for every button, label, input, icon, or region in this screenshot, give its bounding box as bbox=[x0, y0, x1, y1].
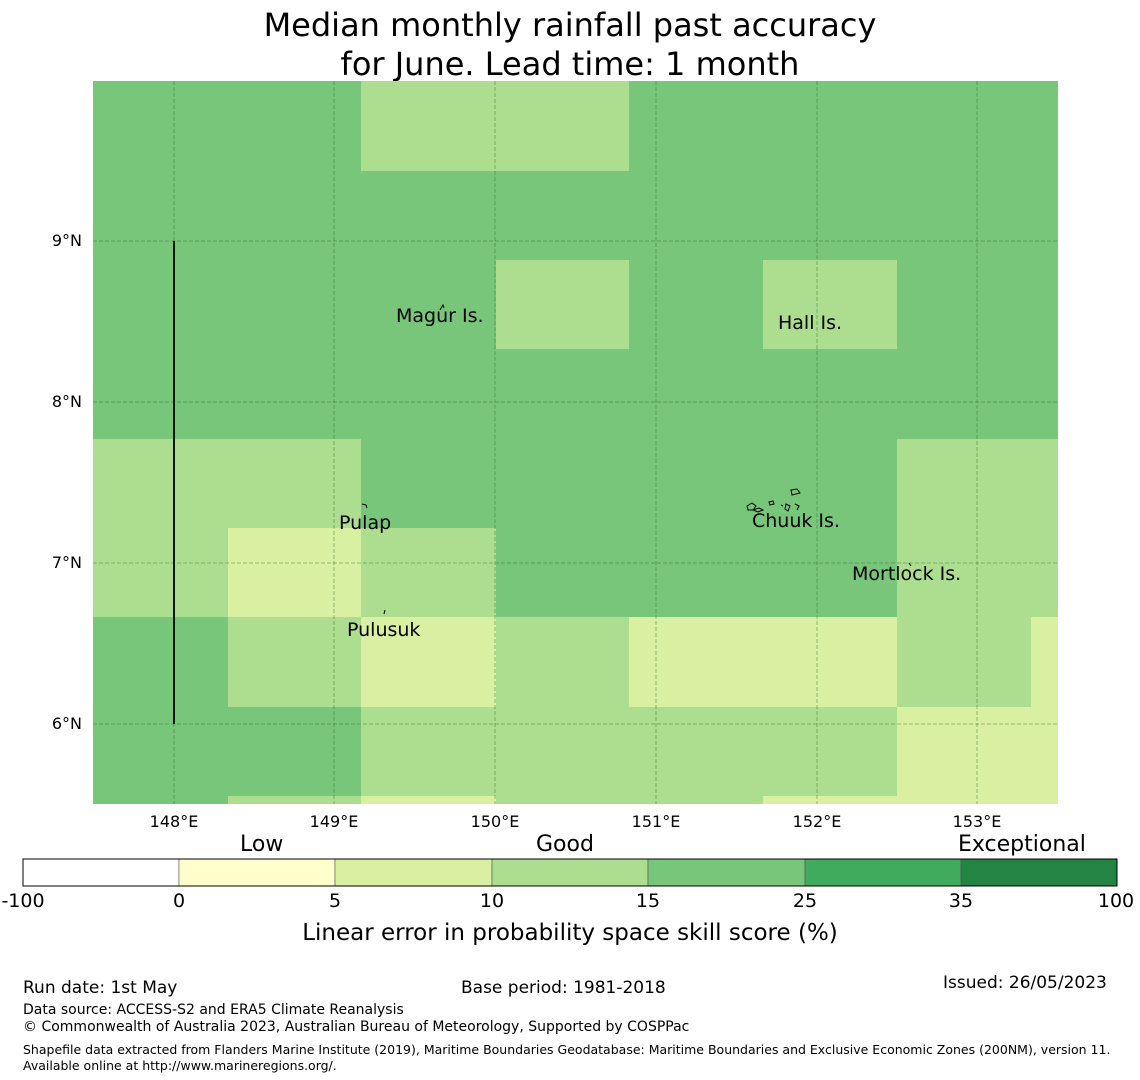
shapefile-credit: Shapefile data extracted from Flanders M… bbox=[23, 1042, 1133, 1074]
map-cell bbox=[763, 260, 897, 349]
place-label-pulusuk: Pulusuk bbox=[347, 619, 420, 641]
issued-date: Issued: 26/05/2023 bbox=[943, 973, 1107, 993]
map-cell bbox=[228, 617, 361, 707]
colorbar-swatch-1 bbox=[23, 859, 179, 886]
skill-map bbox=[0, 0, 1140, 820]
x-tick-150e: 150°E bbox=[450, 812, 540, 831]
legend-category-exceptional: Exceptional bbox=[958, 832, 1086, 857]
y-tick-7n: 7°N bbox=[22, 553, 82, 572]
map-cell bbox=[496, 617, 629, 707]
place-label-pulap: Pulap bbox=[339, 512, 391, 534]
y-tick-8n: 8°N bbox=[22, 392, 82, 411]
map-cell bbox=[496, 260, 629, 349]
colorbar-tick-5: 25 bbox=[765, 890, 845, 912]
place-label-magur: Magur Is. bbox=[396, 305, 484, 327]
x-tick-152e: 152°E bbox=[772, 812, 862, 831]
map-cell bbox=[228, 528, 361, 617]
map-cell bbox=[228, 796, 361, 804]
x-tick-149e: 149°E bbox=[289, 812, 379, 831]
map-cell bbox=[763, 796, 897, 804]
colorbar-tick-7: 100 bbox=[1076, 890, 1140, 912]
map-cell bbox=[361, 796, 496, 804]
x-tick-151e: 151°E bbox=[611, 812, 701, 831]
map-cell bbox=[629, 617, 897, 707]
x-tick-153e: 153°E bbox=[932, 812, 1022, 831]
colorbar-tick-0: -100 bbox=[0, 890, 63, 912]
place-label-mortlock: Mortlock Is. bbox=[852, 563, 961, 585]
data-source: Data source: ACCESS-S2 and ERA5 Climate … bbox=[23, 1002, 404, 1018]
colorbar-swatch-7 bbox=[961, 859, 1117, 886]
place-label-hall: Hall Is. bbox=[778, 312, 842, 334]
map-cell bbox=[1031, 617, 1058, 804]
colorbar-tick-3: 10 bbox=[452, 890, 532, 912]
colorbar-label: Linear error in probability space skill … bbox=[0, 920, 1140, 946]
colorbar-swatch-4 bbox=[492, 859, 648, 886]
copyright: © Commonwealth of Australia 2023, Austra… bbox=[23, 1019, 689, 1035]
colorbar-tick-6: 35 bbox=[921, 890, 1001, 912]
x-tick-148e: 148°E bbox=[129, 812, 219, 831]
colorbar-tick-4: 15 bbox=[608, 890, 688, 912]
colorbar-swatch-3 bbox=[335, 859, 492, 886]
legend-category-good: Good bbox=[536, 832, 594, 857]
colorbar-tick-2: 5 bbox=[295, 890, 375, 912]
map-cell bbox=[361, 528, 496, 617]
colorbar-swatch-5 bbox=[648, 859, 805, 886]
y-tick-9n: 9°N bbox=[22, 231, 82, 250]
colorbar-tick-1: 0 bbox=[139, 890, 219, 912]
colorbar bbox=[22, 858, 1119, 888]
map-cells bbox=[93, 81, 1058, 804]
colorbar-swatch-6 bbox=[805, 859, 961, 886]
y-tick-6n: 6°N bbox=[22, 714, 82, 733]
place-label-chuuk: Chuuk Is. bbox=[752, 510, 840, 532]
run-date: Run date: 1st May bbox=[23, 978, 177, 998]
colorbar-swatch-2 bbox=[179, 859, 335, 886]
legend-category-low: Low bbox=[240, 832, 283, 857]
map-cell bbox=[897, 707, 1031, 804]
base-period: Base period: 1981-2018 bbox=[461, 978, 666, 998]
